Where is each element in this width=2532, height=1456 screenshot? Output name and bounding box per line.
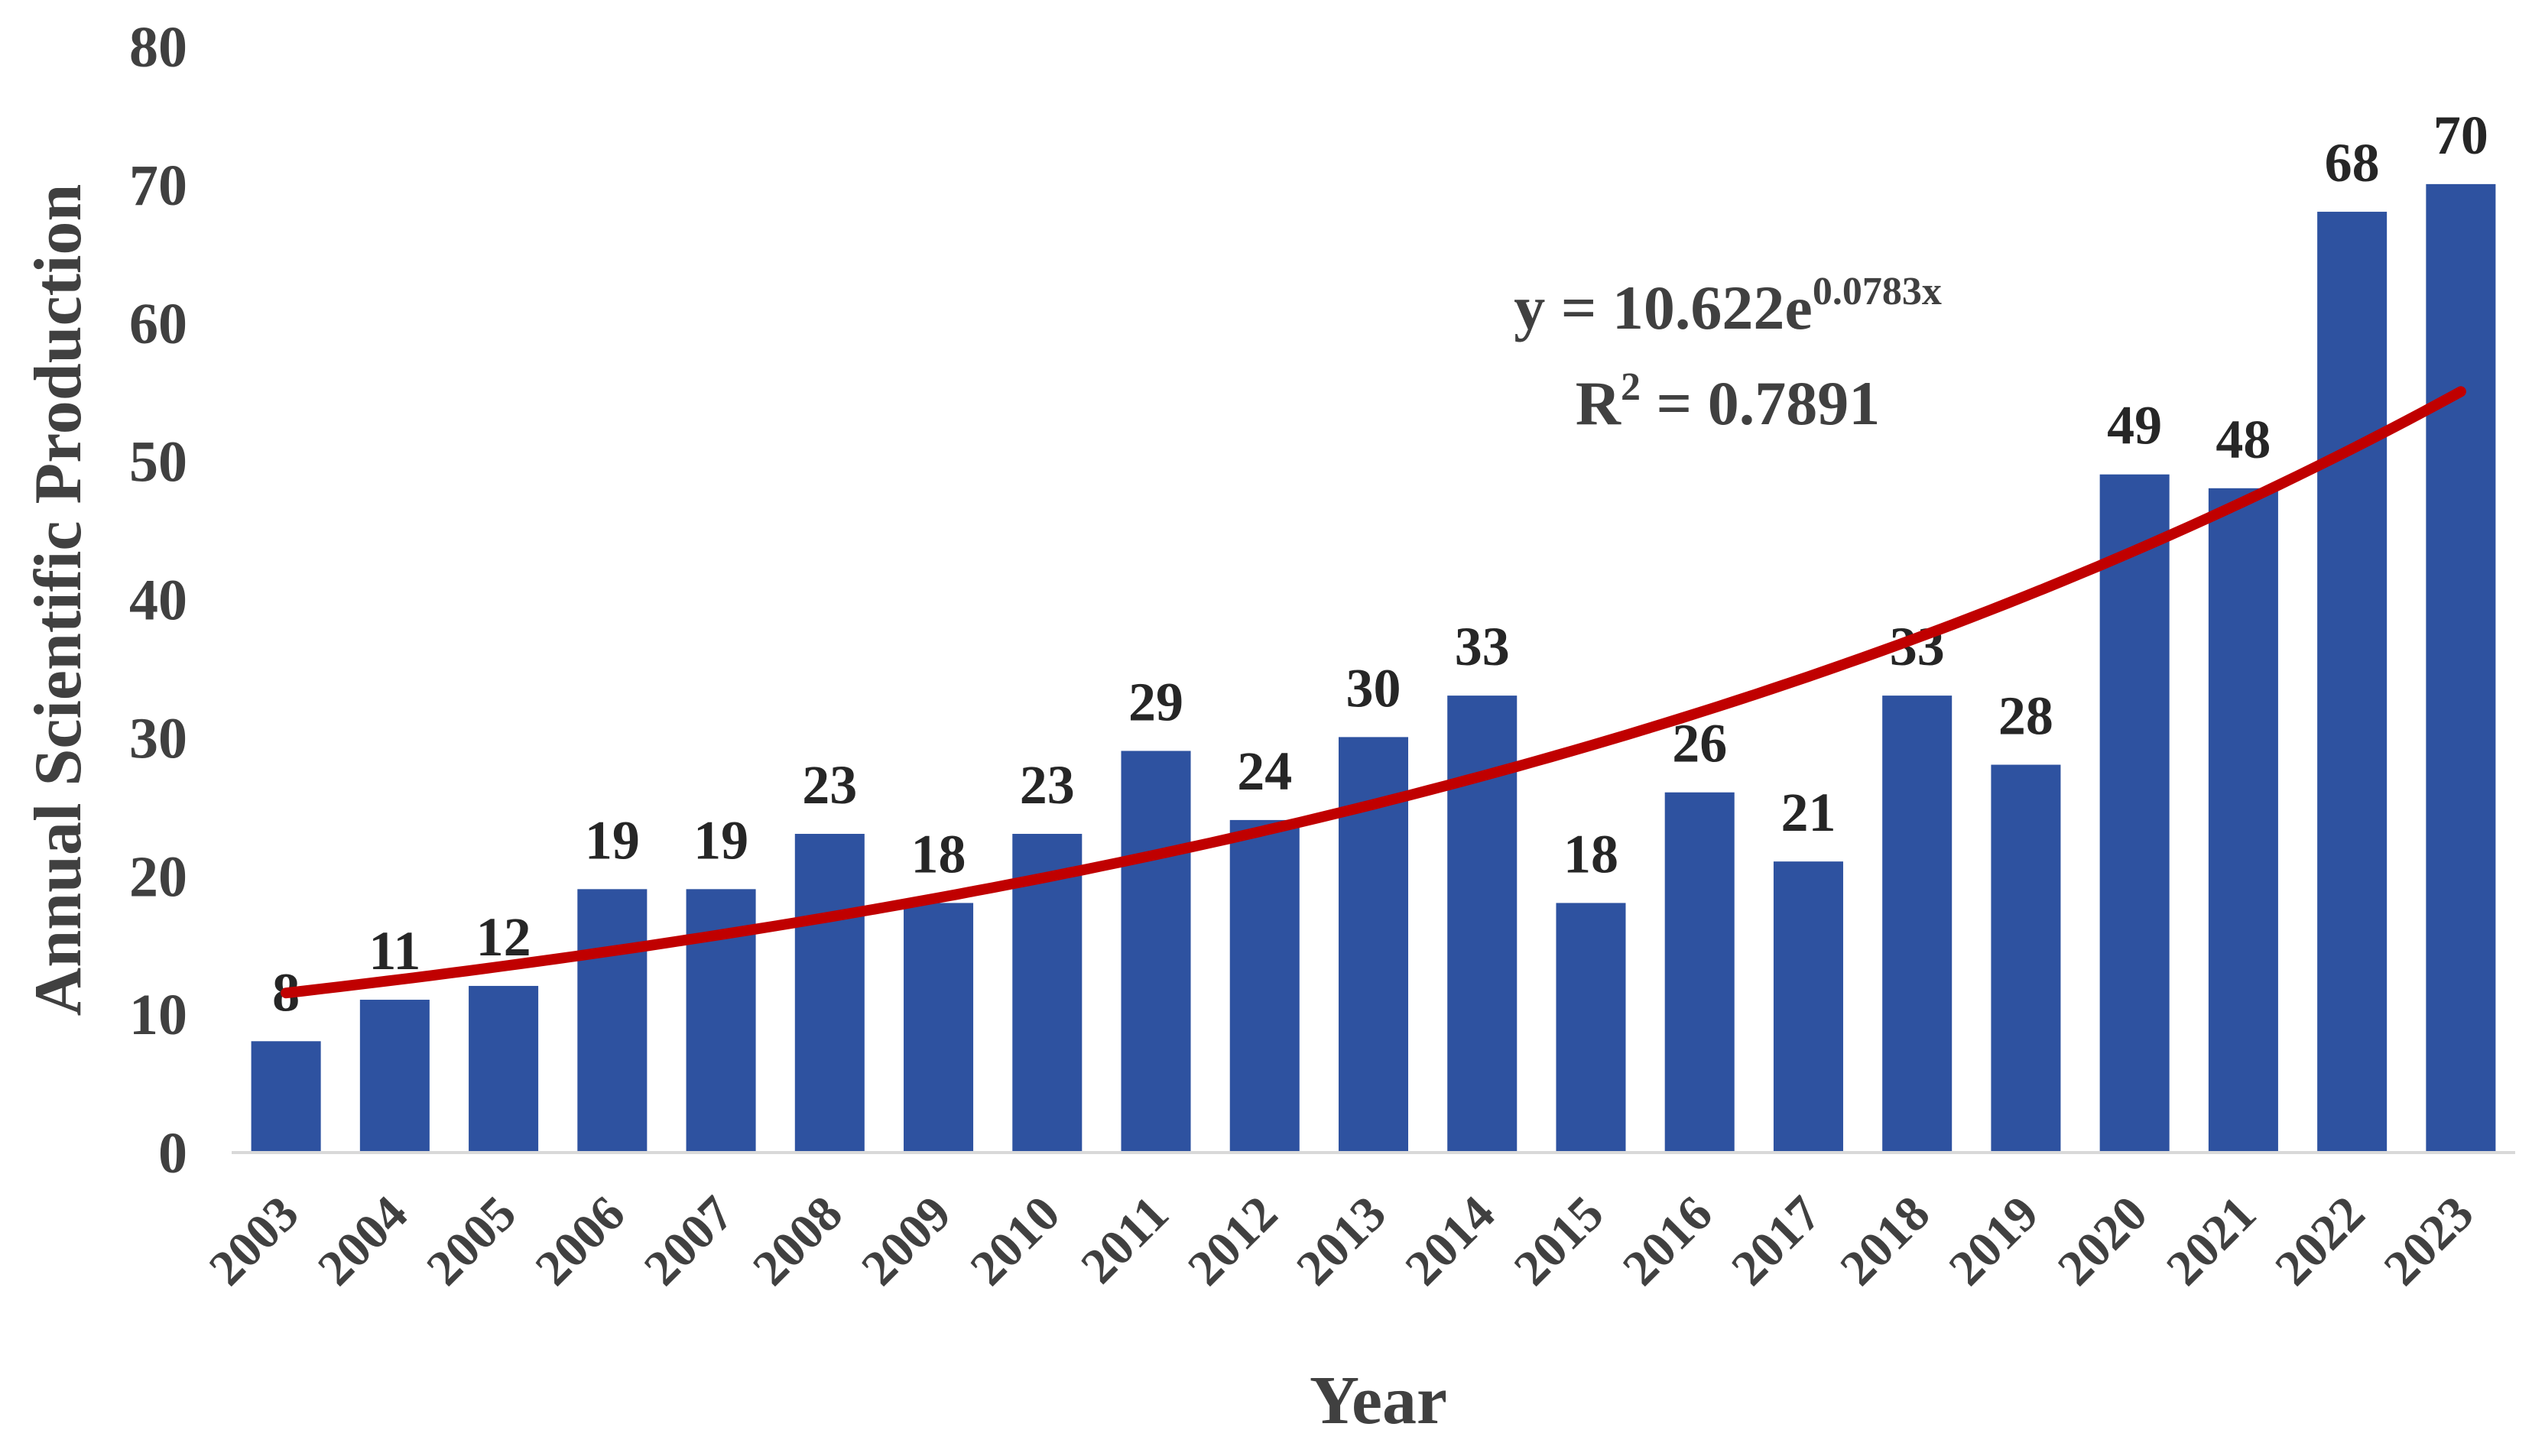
x-tick-label: 2004: [307, 1185, 418, 1296]
bar-value-label: 30: [1346, 657, 1401, 718]
bar-value-label: 68: [2325, 132, 2380, 193]
bar: [1991, 764, 2061, 1152]
trend-equation-base: y = 10.622e: [1514, 273, 1813, 342]
bar-value-label: 18: [911, 823, 966, 884]
trend-equation-exponent: 0.0783x: [1813, 270, 1942, 313]
x-tick-label: 2015: [1504, 1185, 1615, 1296]
y-axis-ticks: 0 10 20 30 40 50 60 70 80: [129, 15, 187, 1185]
y-tick-label: 70: [129, 154, 187, 218]
x-tick-label: 2005: [416, 1185, 527, 1296]
x-tick-label: 2011: [1070, 1185, 1179, 1294]
bar: [1773, 861, 1843, 1152]
x-tick-label: 2018: [1829, 1185, 1940, 1296]
trend-equation: y = 10.622e0.0783x: [1514, 270, 1942, 342]
bar: [2208, 488, 2278, 1152]
y-tick-label: 10: [129, 983, 187, 1047]
x-tick-label: 2017: [1721, 1185, 1832, 1296]
bar-value-label: 24: [1237, 741, 1292, 802]
y-tick-label: 30: [129, 706, 187, 770]
bar-value-label: 23: [1020, 754, 1075, 816]
x-tick-label: 2013: [1286, 1185, 1397, 1296]
bar: [904, 903, 974, 1152]
bar: [794, 833, 865, 1152]
bar: [2099, 474, 2170, 1152]
x-tick-label: 2019: [1939, 1185, 2050, 1296]
bar: [577, 889, 648, 1152]
bar: [1882, 696, 1953, 1152]
x-axis-title: Year: [1310, 1363, 1447, 1438]
bar: [2317, 212, 2388, 1152]
bar-value-label: 33: [1455, 616, 1510, 677]
x-tick-label: 2012: [1177, 1185, 1288, 1296]
y-tick-label: 20: [129, 845, 187, 909]
x-tick-label: 2007: [634, 1185, 745, 1296]
bar-value-label: 70: [2433, 105, 2488, 166]
bar-value-label: 21: [1781, 782, 1836, 843]
bar-value-label: 19: [693, 809, 748, 871]
x-tick-label: 2009: [851, 1185, 962, 1296]
bars-group: [251, 183, 2496, 1152]
bar-value-label: 29: [1128, 671, 1183, 732]
bar-value-label: 28: [1998, 686, 2053, 747]
bar-value-label: 48: [2216, 409, 2271, 470]
trend-r-squared: R2 = 0.7891: [1576, 365, 1880, 438]
x-tick-label: 2003: [199, 1185, 310, 1296]
trend-line: [281, 386, 2466, 999]
bar: [1121, 751, 1191, 1152]
trend-r2-value: = 0.7891: [1641, 368, 1880, 438]
bar-value-label: 18: [1563, 823, 1618, 884]
x-tick-label: 2023: [2374, 1185, 2485, 1296]
bar-value-label: 19: [585, 809, 640, 871]
x-tick-label: 2016: [1612, 1185, 1723, 1296]
bar: [469, 985, 539, 1152]
bar-value-label: 11: [368, 920, 420, 981]
bar: [1664, 792, 1735, 1152]
bar-value-label: 49: [2107, 395, 2162, 456]
x-tick-label: 2010: [959, 1185, 1070, 1296]
bar-value-label: 12: [476, 906, 531, 968]
x-tick-label: 2022: [2264, 1185, 2375, 1296]
bar: [359, 1000, 430, 1152]
x-tick-label: 2008: [742, 1185, 853, 1296]
bar: [1229, 819, 1300, 1152]
trend-r2-superscript: 2: [1621, 365, 1641, 409]
x-tick-label: 2021: [2156, 1185, 2267, 1296]
x-tick-label: 2020: [2047, 1185, 2158, 1296]
bar: [251, 1041, 321, 1152]
y-tick-label: 80: [129, 15, 187, 79]
y-axis-title: Annual Scientific Production: [21, 184, 96, 1017]
bar: [2426, 183, 2496, 1152]
bar: [1556, 903, 1626, 1152]
y-tick-label: 0: [158, 1121, 187, 1185]
x-tick-label: 2014: [1394, 1185, 1505, 1296]
trend-r2-symbol: R: [1576, 368, 1621, 438]
bar-value-label: 23: [802, 754, 857, 816]
x-tick-label: 2006: [524, 1185, 635, 1296]
y-tick-label: 50: [129, 430, 187, 495]
y-tick-label: 40: [129, 569, 187, 633]
y-tick-label: 60: [129, 292, 187, 356]
